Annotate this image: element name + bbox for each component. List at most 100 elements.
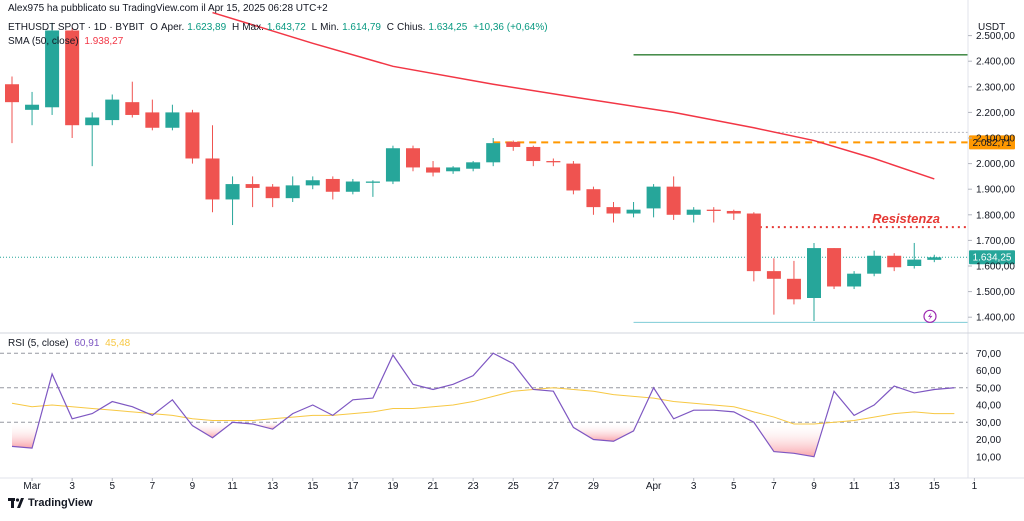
price-tick-label: 1.700,00 (976, 236, 1015, 247)
price-tick-label: 2.100,00 (976, 134, 1015, 145)
time-tick-label: Apr (646, 481, 662, 492)
candle-body (265, 186, 280, 199)
candle-body (185, 112, 200, 159)
resistance-label: Resistenza (872, 211, 940, 226)
candle-body (927, 257, 942, 260)
rsi-tick-label: 40,00 (976, 401, 1001, 412)
candle-body (385, 148, 400, 182)
time-tick-label: 1 (972, 481, 978, 492)
time-tick-label: 27 (548, 481, 560, 492)
oversold-fill (753, 422, 825, 457)
time-tick-label: 7 (771, 481, 777, 492)
time-tick-label: 15 (929, 481, 941, 492)
publisher-line: Alex975 ha pubblicato su TradingView.com… (8, 3, 331, 14)
lightning-bolt (928, 312, 933, 321)
candle-body (746, 213, 761, 272)
tradingview-logo-icon (8, 498, 24, 508)
currency-label: USDT (978, 22, 1006, 33)
time-tick-label: Mar (23, 481, 41, 492)
low-value: 1.614,79 (342, 22, 381, 33)
candle-body (325, 178, 340, 192)
close-label: C (386, 22, 395, 33)
candle-body (305, 180, 320, 186)
candle-body (165, 112, 180, 128)
candle-body (365, 181, 380, 183)
candle-body (245, 184, 260, 188)
candle-body (546, 161, 561, 163)
rsi-value: 60,91 (74, 338, 100, 349)
tradingview-logo[interactable]: TradingView (8, 497, 93, 509)
candle-body (867, 255, 882, 274)
price-tick-label: 2.000,00 (976, 159, 1015, 170)
candle-body (105, 99, 120, 121)
time-tick-label: 21 (427, 481, 439, 492)
rsi-tick-label: 20,00 (976, 435, 1001, 446)
tradingview-logo-text: TradingView (28, 497, 93, 509)
sma-value: 1.938,27 (84, 36, 124, 47)
candle-body (646, 186, 661, 209)
low-label: L (311, 22, 318, 33)
candle-body (606, 207, 621, 214)
oversold-fill (232, 422, 282, 430)
time-tick-label: 25 (508, 481, 520, 492)
time-tick-label: 9 (811, 481, 817, 492)
open-label: O (150, 22, 158, 33)
candle-body (907, 259, 922, 266)
candle-body (566, 163, 581, 191)
candle-body (65, 30, 80, 126)
price-tick-label: 1.500,00 (976, 287, 1015, 298)
rsi-tick-label: 70,00 (976, 349, 1001, 360)
candle-body (446, 167, 461, 172)
time-tick-label: 3 (69, 481, 75, 492)
price-tick-label: 1.600,00 (976, 262, 1015, 273)
price-tag-box (969, 250, 1015, 265)
rsi-line (11, 352, 955, 458)
sma-label: SMA (50, close) (8, 36, 79, 47)
rsi-ma-value: 45,48 (105, 338, 131, 349)
rsi-tick-label: 50,00 (976, 383, 1001, 394)
candle-body (466, 162, 481, 169)
candle-body (285, 185, 300, 199)
time-tick-label: 15 (307, 481, 319, 492)
time-tick-label: 5 (731, 481, 737, 492)
time-tick-label: 11 (227, 481, 238, 492)
candle-body (786, 278, 801, 300)
candle-body (145, 112, 160, 128)
price-tick-label: 2.500,00 (976, 31, 1015, 42)
candle-body (125, 102, 140, 115)
candle-body (807, 248, 821, 298)
candle-body (85, 117, 100, 126)
price-tick-label: 2.300,00 (976, 82, 1015, 93)
time-tick-label: 13 (267, 481, 279, 492)
candle-body (225, 184, 240, 200)
candle-body (5, 84, 19, 103)
candle-body (827, 248, 842, 287)
time-tick-label: 9 (190, 481, 196, 492)
change-value: +10,36 (+0,64%) (473, 22, 548, 33)
candle-body (45, 30, 60, 108)
high-label: H (231, 22, 240, 33)
candle-body (706, 209, 721, 211)
candle-body (25, 104, 40, 110)
rsi-label: RSI (5, close) (8, 338, 69, 349)
candle-body (506, 141, 521, 147)
rsi-legend[interactable]: RSI (5, close) 60,91 45,48 (8, 338, 133, 349)
open-value: 1.623,89 (187, 22, 227, 33)
candle-body (426, 167, 441, 173)
rsi-ma-line (11, 387, 955, 425)
publisher-text: Alex975 ha pubblicato su TradingView.com… (8, 3, 328, 14)
candle-body (766, 271, 781, 279)
level-tag-box (969, 135, 1015, 150)
price-tick-label: 1.800,00 (976, 210, 1015, 221)
sma-line (212, 11, 935, 180)
time-tick-label: 17 (347, 481, 359, 492)
time-tick-label: 11 (849, 481, 860, 492)
price-tick-label: 1.900,00 (976, 185, 1015, 196)
time-tick-label: 13 (889, 481, 901, 492)
symbol-text: ETHUSDT SPOT · 1D · BYBIT (8, 22, 145, 33)
time-tick-label: 7 (150, 481, 156, 492)
sma-legend[interactable]: SMA (50, close) 1.938,27 (8, 36, 126, 47)
candle-body (345, 181, 360, 192)
